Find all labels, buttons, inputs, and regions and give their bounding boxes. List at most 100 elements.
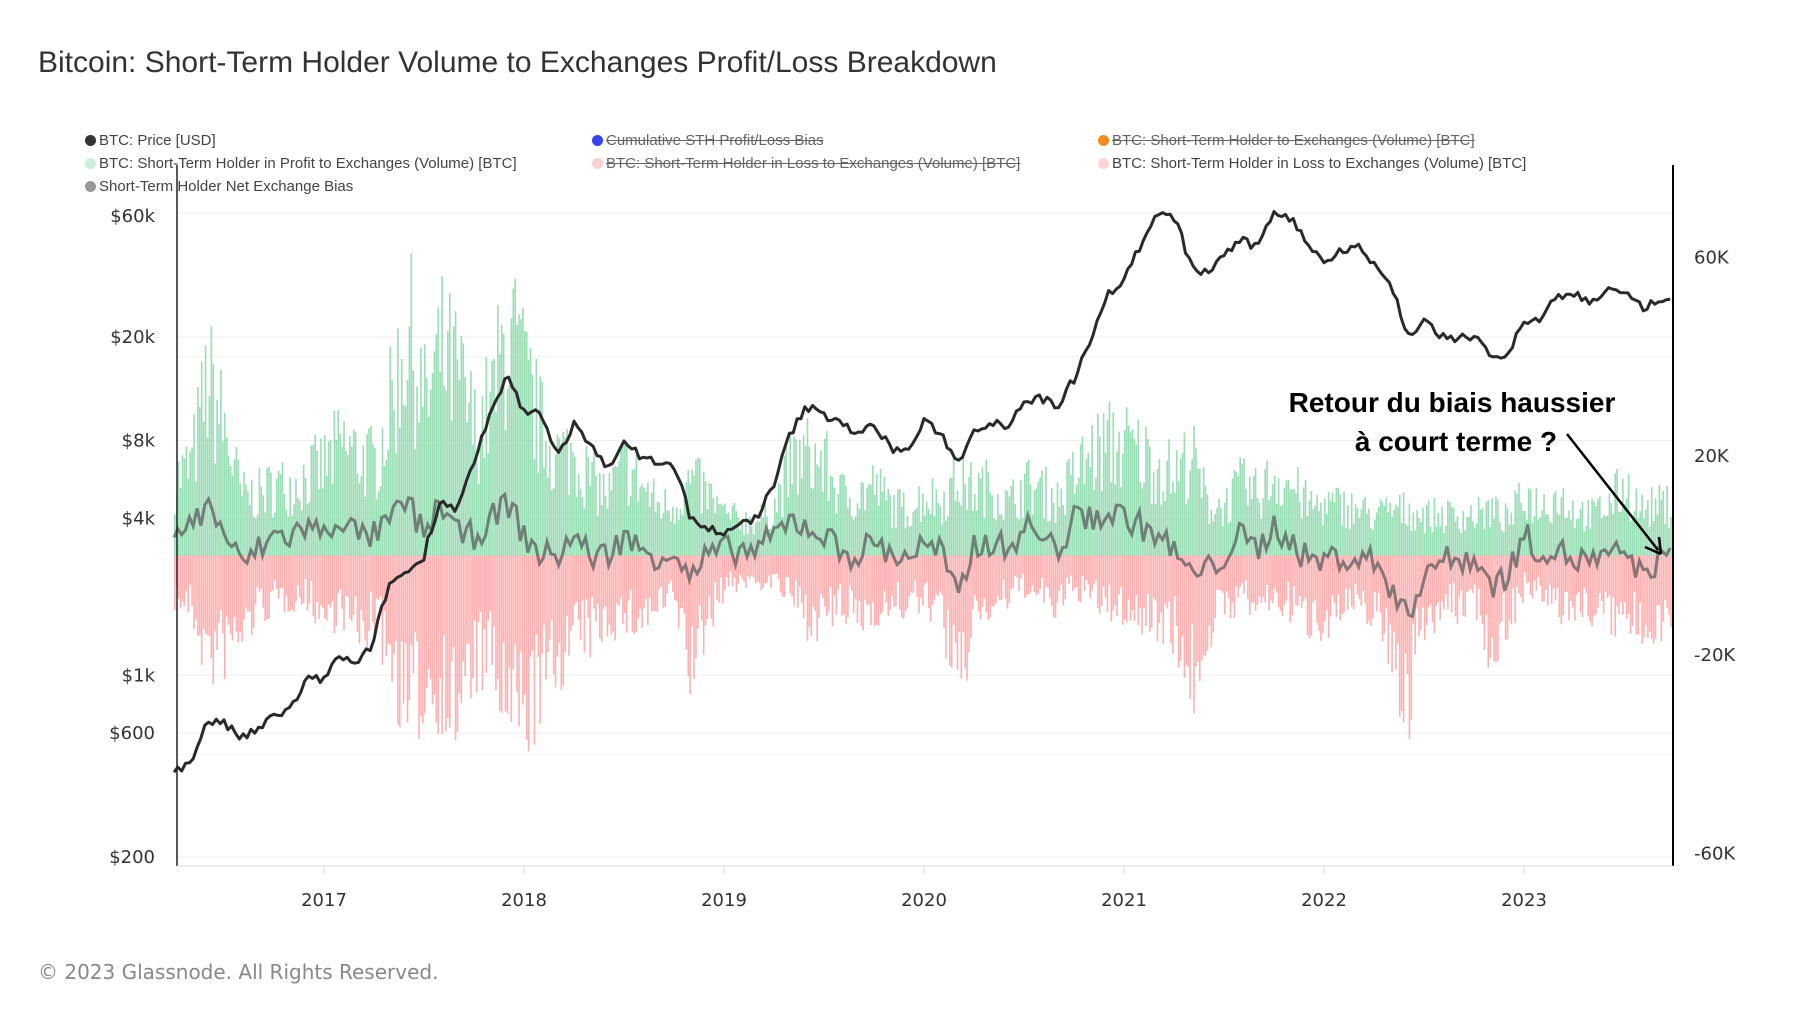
profit-bar <box>1170 493 1172 556</box>
loss-bar <box>1039 555 1041 589</box>
loss-bar <box>1204 555 1207 656</box>
profit-bar <box>1158 459 1161 556</box>
loss-bar <box>787 555 790 578</box>
profit-bar <box>1256 497 1259 556</box>
profit-bar <box>1281 504 1284 556</box>
loss-bar <box>499 555 501 711</box>
loss-bar <box>874 555 876 627</box>
loss-bar <box>825 555 828 617</box>
profit-bar <box>966 509 968 556</box>
profit-bar <box>408 326 411 556</box>
profit-bar <box>577 474 580 556</box>
profit-bar <box>1404 523 1407 556</box>
profit-bar <box>783 455 786 556</box>
profit-bar <box>889 495 891 556</box>
loss-bar <box>772 555 774 575</box>
profit-bar <box>937 503 940 556</box>
loss-bar <box>1027 555 1030 595</box>
legend-item[interactable]: BTC: Short-Term Holder to Exchanges (Vol… <box>1098 132 1475 149</box>
loss-bar <box>454 555 457 741</box>
profit-bar <box>1349 529 1351 556</box>
legend-item[interactable]: Short-Term Holder Net Exchange Bias <box>85 178 353 195</box>
legend-label: BTC: Short-Term Holder in Loss to Exchan… <box>606 155 1021 172</box>
loss-bar <box>941 555 943 596</box>
profit-bar <box>1610 502 1613 556</box>
profit-bar <box>258 468 261 556</box>
loss-bar <box>1035 555 1038 596</box>
profit-bar <box>372 443 374 556</box>
loss-bar <box>889 555 891 611</box>
loss-bar <box>218 555 220 623</box>
loss-bar <box>1427 555 1430 608</box>
loss-bar <box>700 555 703 621</box>
profit-bar <box>1354 504 1357 556</box>
loss-bar <box>1545 555 1547 590</box>
profit-bar <box>704 481 707 556</box>
profit-bar <box>1474 527 1476 556</box>
profit-bar <box>325 476 328 556</box>
loss-bar <box>1383 555 1386 634</box>
profit-bar <box>1304 479 1307 556</box>
loss-bar <box>943 555 945 628</box>
legend-item[interactable]: BTC: Short-Term Holder in Profit to Exch… <box>85 155 517 172</box>
loss-bar <box>345 555 347 597</box>
loss-bar <box>1499 555 1501 625</box>
loss-bar <box>208 555 211 636</box>
profit-bar <box>400 358 403 556</box>
loss-bar <box>1006 555 1009 609</box>
x-tick-label: 2020 <box>901 890 947 911</box>
loss-bar <box>1668 555 1670 615</box>
loss-bar <box>1031 555 1034 586</box>
loss-bar <box>720 555 722 578</box>
legend-item[interactable]: BTC: Price [USD] <box>85 132 216 149</box>
profit-bar <box>1599 496 1601 556</box>
loss-bar <box>1220 555 1222 591</box>
loss-bar <box>1252 555 1255 603</box>
loss-bar <box>829 555 832 588</box>
profit-bar <box>862 482 865 556</box>
profit-bar <box>700 513 703 556</box>
loss-bar <box>279 555 282 589</box>
profit-bar <box>1033 490 1036 556</box>
loss-bar <box>1610 555 1613 635</box>
profit-bar <box>189 451 191 556</box>
profit-bar <box>302 464 305 556</box>
profit-bar <box>1383 505 1386 556</box>
profit-bar <box>775 512 778 556</box>
profit-bar <box>210 326 213 556</box>
profit-bar <box>1652 521 1655 556</box>
loss-bar <box>1114 555 1116 606</box>
loss-bar <box>1312 555 1315 602</box>
loss-bar <box>1566 555 1568 592</box>
profit-bar <box>958 501 961 556</box>
profit-bar <box>1368 508 1370 556</box>
legend-item[interactable]: Cumulative STH Profit/Loss Bias <box>592 132 824 149</box>
loss-bar <box>225 555 228 617</box>
profit-bar <box>1497 500 1499 556</box>
loss-bar <box>824 555 826 607</box>
profit-bar <box>637 501 640 556</box>
profit-bar <box>449 292 451 556</box>
profit-bar <box>1452 507 1455 556</box>
profit-bar <box>1491 498 1493 556</box>
loss-bar <box>833 555 836 596</box>
profit-bar <box>220 369 222 556</box>
loss-bar <box>712 555 715 627</box>
profit-bar <box>279 474 282 556</box>
loss-bar <box>585 555 588 600</box>
profit-bar <box>1450 506 1453 556</box>
loss-bar <box>399 555 401 728</box>
loss-bar <box>708 555 711 597</box>
profit-bar <box>633 468 636 556</box>
profit-bar <box>1056 482 1059 556</box>
loss-bar <box>1108 555 1111 585</box>
legend-item[interactable]: BTC: Short-Term Holder in Loss to Exchan… <box>592 155 1020 172</box>
profit-bar <box>1002 520 1005 556</box>
loss-bar <box>316 555 318 603</box>
profit-bar <box>1381 502 1384 556</box>
loss-bar <box>452 555 455 648</box>
profit-bar <box>702 471 705 556</box>
profit-bar <box>1043 518 1045 556</box>
profit-bar <box>979 478 982 556</box>
legend-item[interactable]: BTC: Short-Term Holder in Loss to Exchan… <box>1098 155 1526 172</box>
